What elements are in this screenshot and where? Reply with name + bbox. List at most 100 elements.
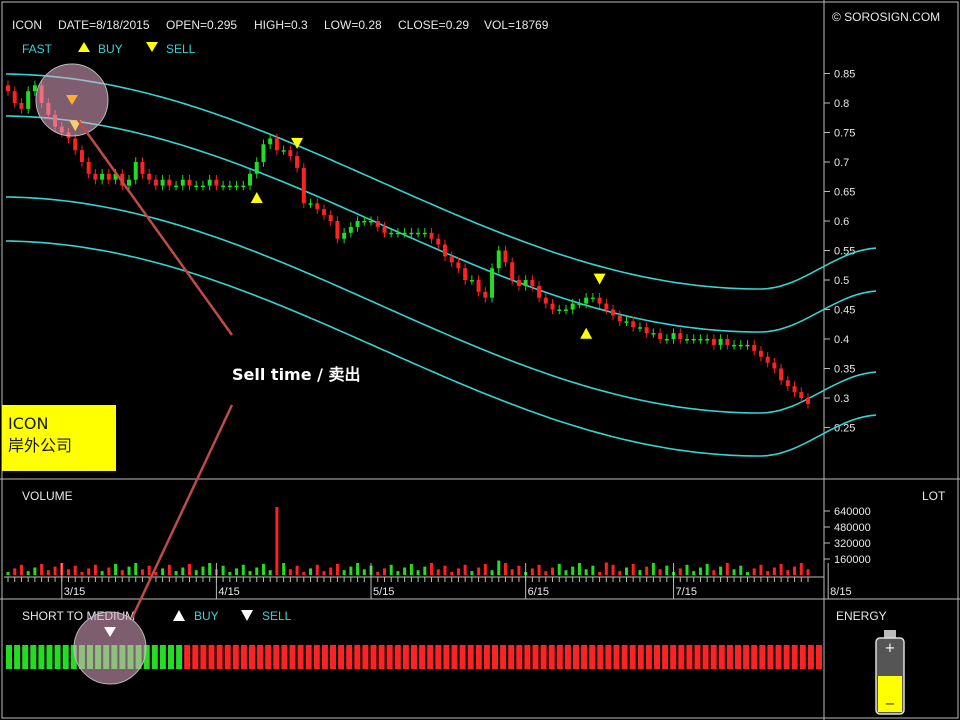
candle-body — [308, 203, 313, 205]
energy-bar — [38, 645, 45, 669]
candle-body — [315, 203, 320, 210]
buy-signal-marker — [250, 192, 263, 203]
energy-bar — [483, 645, 490, 669]
candle-body — [436, 238, 441, 245]
volume-bar — [436, 569, 440, 575]
candle-body — [637, 327, 642, 329]
energy-bar — [313, 645, 320, 669]
candle-body — [792, 386, 797, 393]
volume-bar — [443, 565, 447, 575]
volume-bar — [497, 560, 501, 575]
volume-bar — [26, 571, 30, 575]
volume-bar — [302, 572, 306, 575]
volume-bar — [477, 567, 481, 575]
sell-time-annotation: Sell time / 卖出 — [232, 365, 361, 384]
price-tick-label: 0.25 — [834, 423, 855, 435]
energy-bar — [305, 645, 312, 669]
volume-bar — [282, 563, 286, 575]
energy-buy-icon — [173, 610, 185, 621]
energy-bar — [726, 645, 733, 669]
candle-body — [806, 398, 810, 404]
volume-bar — [483, 563, 487, 575]
volume-bar — [181, 567, 185, 575]
energy-bar — [370, 645, 377, 669]
volume-bar — [140, 569, 144, 575]
energy-bar — [686, 645, 693, 669]
energy-bar — [321, 645, 328, 669]
energy-bar — [240, 645, 247, 669]
volume-bar — [19, 564, 23, 575]
candle-body — [449, 256, 454, 263]
volume-bar — [80, 572, 84, 575]
energy-bar — [200, 645, 207, 669]
volume-bar — [685, 564, 689, 575]
energy-bar — [354, 645, 361, 669]
candle-body — [752, 344, 757, 351]
energy-bar — [14, 645, 21, 669]
battery-level — [878, 676, 902, 712]
price-tick-label: 0.45 — [834, 305, 855, 317]
candle-body — [321, 209, 326, 216]
price-tick-label: 0.7 — [834, 157, 849, 169]
energy-bar — [475, 645, 482, 669]
candlestick-series — [6, 80, 810, 409]
legend-fast: FAST — [22, 42, 53, 56]
date-label: DATE=8/18/2015 — [58, 18, 150, 32]
candle-body — [200, 185, 205, 188]
volume-bar — [611, 564, 615, 575]
volume-bar — [309, 568, 313, 575]
high-label: HIGH=0.3 — [254, 18, 308, 32]
price-tick-label: 0.6 — [834, 216, 849, 228]
candle-body — [530, 280, 535, 286]
candle-body — [133, 162, 138, 180]
volume-bar — [577, 563, 581, 575]
volume-bar — [604, 562, 608, 575]
candle-body — [214, 179, 219, 186]
copyright-label: © SOROSIGN.COM — [832, 10, 940, 24]
volume-bar — [631, 563, 635, 575]
volume-bar — [759, 564, 763, 575]
legend-buy: BUY — [98, 42, 123, 56]
volume-bar — [490, 570, 494, 575]
candle-body — [611, 309, 616, 316]
candle-body — [476, 280, 481, 292]
energy-sell-icon — [241, 610, 253, 621]
candle-body — [106, 173, 111, 180]
volume-bar — [73, 565, 77, 575]
candle-body — [765, 356, 770, 363]
volume-bar — [793, 566, 797, 575]
candle-body — [678, 333, 683, 339]
candle-body — [758, 350, 763, 357]
volume-bar — [456, 568, 460, 575]
candle-body — [241, 185, 246, 188]
volume-bar — [772, 567, 776, 575]
volume-bar — [114, 563, 118, 575]
candle-body — [26, 91, 31, 109]
volume-bar — [127, 566, 131, 575]
volume-bar — [322, 571, 326, 575]
legend-buy-icon — [78, 42, 90, 52]
volume-bar — [13, 568, 17, 575]
energy-bar — [783, 645, 790, 669]
energy-bar — [508, 645, 515, 669]
volume-bar — [463, 564, 467, 575]
volume-bar — [692, 571, 696, 575]
energy-bar — [629, 645, 636, 669]
candle-body — [409, 232, 414, 235]
volume-total-label: VOL=18769 — [484, 18, 549, 32]
volume-bar — [752, 568, 756, 575]
energy-bar — [289, 645, 296, 669]
energy-bar — [654, 645, 660, 669]
candle-body — [725, 339, 730, 345]
volume-bar — [665, 565, 669, 575]
candle-body — [86, 162, 91, 174]
candle-body — [281, 150, 286, 152]
candle-body — [268, 138, 273, 145]
candle-body — [342, 232, 347, 239]
candle-body — [624, 321, 629, 323]
candle-body — [590, 297, 595, 300]
energy-bar — [621, 645, 628, 669]
candle-body — [570, 303, 575, 310]
energy-bar — [192, 645, 199, 669]
